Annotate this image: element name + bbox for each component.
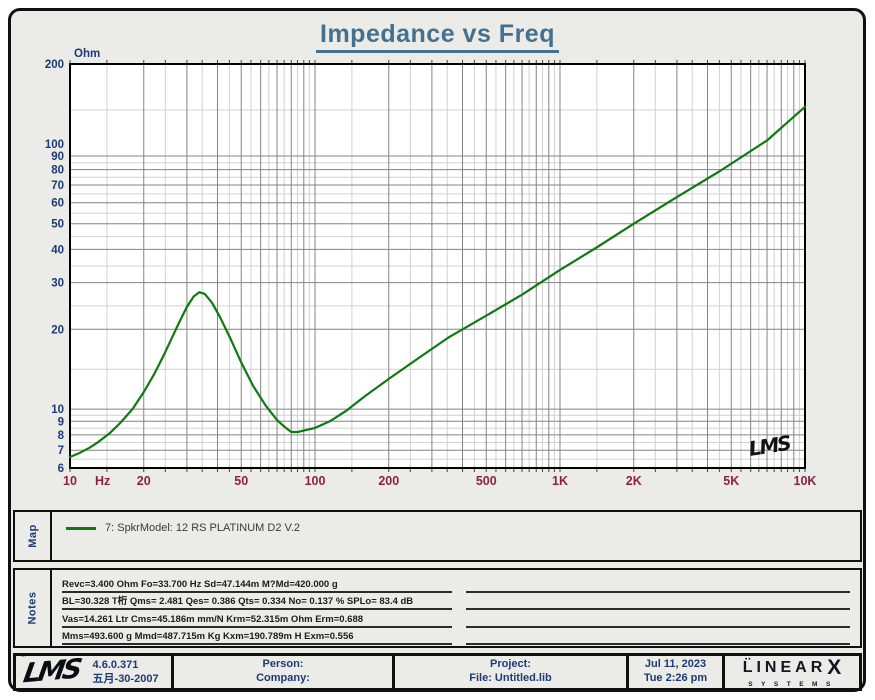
version-date: 五月-30-2007	[92, 673, 159, 685]
y-tick-label: 9	[58, 416, 64, 428]
note-underline-3	[466, 625, 850, 628]
x-tick-label: 500	[476, 474, 497, 488]
y-tick-label: 100	[45, 139, 64, 151]
note-row: Mms=493.600 g Mmd=487.715m Kg Kxm=190.78…	[62, 628, 850, 645]
footer-date-cell: Jul 11, 2023 Tue 2:26 pm	[629, 656, 725, 688]
footer-project-cell: Project: File: Untitled.lib	[395, 656, 629, 688]
x-tick-label: 5K	[723, 474, 739, 488]
x-tick-label: 1K	[552, 474, 568, 488]
footer-date: Jul 11, 2023	[644, 658, 707, 671]
note-row: Revc=3.400 Ohm Fo=33.700 Hz Sd=47.144m M…	[62, 575, 850, 593]
note-line-2: BL=30.328 T桁 Qms= 2.481 Qes= 0.386 Qts= …	[62, 593, 452, 610]
y-tick-label: 10	[51, 404, 64, 416]
map-content: 7: SpkrModel: 12 RS PLATINUM D2 V.2	[52, 512, 860, 560]
footer-person-cell: Person: Company:	[174, 656, 395, 688]
linearx-wordmark: L̈INEAR X	[743, 655, 842, 681]
note-line-4: Mms=493.600 g Mmd=487.715m Kg Kxm=190.78…	[62, 631, 452, 645]
x-axis-unit: Hz	[95, 474, 110, 488]
y-tick-label: 30	[51, 278, 64, 290]
y-tick-label: 7	[58, 445, 64, 457]
notes-panel: Notes Revc=3.400 Ohm Fo=33.700 Hz Sd=47.…	[13, 568, 862, 648]
y-tick-label: 20	[51, 324, 64, 336]
lms-logo-text: LMS	[21, 653, 82, 690]
y-tick-label: 200	[45, 59, 64, 71]
impedance-curve	[68, 105, 807, 459]
y-tick-label: 50	[51, 219, 64, 231]
x-tick-label: 10K	[794, 474, 817, 488]
linearx-x: X	[827, 655, 842, 679]
map-label: Map	[26, 524, 39, 548]
x-tick-label: 100	[305, 474, 326, 488]
y-tick-label: 60	[51, 198, 64, 210]
y-tick-label: 80	[51, 165, 64, 177]
x-tick-label: 50	[234, 474, 248, 488]
y-tick-label: 90	[51, 151, 64, 163]
y-tick-label: 8	[58, 430, 65, 442]
footer-bar: ™ LMS 4.6.0.371 五月-30-2007 Person: Compan…	[13, 653, 862, 691]
page-title: Impedance vs Freq	[316, 20, 559, 53]
legend-swatch	[66, 526, 96, 530]
note-underline-4	[466, 643, 850, 645]
x-tick-label: 10	[63, 474, 77, 488]
footer-time: Tue 2:26 pm	[643, 672, 708, 684]
x-tick-label: 2K	[626, 474, 642, 488]
project-label: Project:	[490, 658, 531, 671]
legend-row: 7: SpkrModel: 12 RS PLATINUM D2 V.2	[66, 522, 860, 534]
y-tick-label: 70	[51, 180, 64, 192]
note-underline-1	[466, 590, 850, 593]
company-label: Company:	[256, 672, 310, 684]
plot-border	[69, 63, 806, 469]
map-panel: Map 7: SpkrModel: 12 RS PLATINUM D2 V.2	[13, 510, 862, 562]
note-line-3: Vas=14.261 Ltr Cms=45.186m mm/N Krm=52.3…	[62, 614, 452, 628]
person-label: Person:	[262, 658, 304, 671]
notes-content: Revc=3.400 Ohm Fo=33.700 Hz Sd=47.144m M…	[52, 570, 860, 646]
version-block: 4.6.0.371 五月-30-2007	[93, 658, 159, 687]
version-number: 4.6.0.371	[92, 658, 139, 671]
file-label: File: Untitled.lib	[469, 672, 552, 684]
lms-logo: ™ LMS	[19, 653, 82, 691]
x-tick-label: 200	[378, 474, 399, 488]
y-axis-unit: Ohm	[74, 48, 100, 60]
note-line-1: Revc=3.400 Ohm Fo=33.700 Hz Sd=47.144m M…	[62, 579, 452, 593]
y-tick-label: 6	[58, 463, 64, 475]
note-underline-2	[466, 608, 850, 610]
note-row: Vas=14.261 Ltr Cms=45.186m mm/N Krm=52.3…	[62, 610, 850, 628]
linearx-systems-text: SYSTEMS	[748, 681, 839, 689]
legend-text: 7: SpkrModel: 12 RS PLATINUM D2 V.2	[105, 522, 301, 534]
notes-label: Notes	[26, 591, 39, 625]
linearx-logo: L̈INEAR X SYSTEMS	[725, 656, 859, 688]
title-bar: Impedance vs Freq	[0, 20, 875, 53]
x-tick-label: 20	[137, 474, 151, 488]
y-tick-label: 40	[51, 244, 64, 256]
notes-side-cell: Notes	[15, 570, 52, 646]
map-side-cell: Map	[15, 512, 52, 560]
footer-logo-cell: ™ LMS 4.6.0.371 五月-30-2007	[16, 653, 174, 691]
note-row: BL=30.328 T桁 Qms= 2.481 Qes= 0.386 Qts= …	[62, 593, 850, 610]
